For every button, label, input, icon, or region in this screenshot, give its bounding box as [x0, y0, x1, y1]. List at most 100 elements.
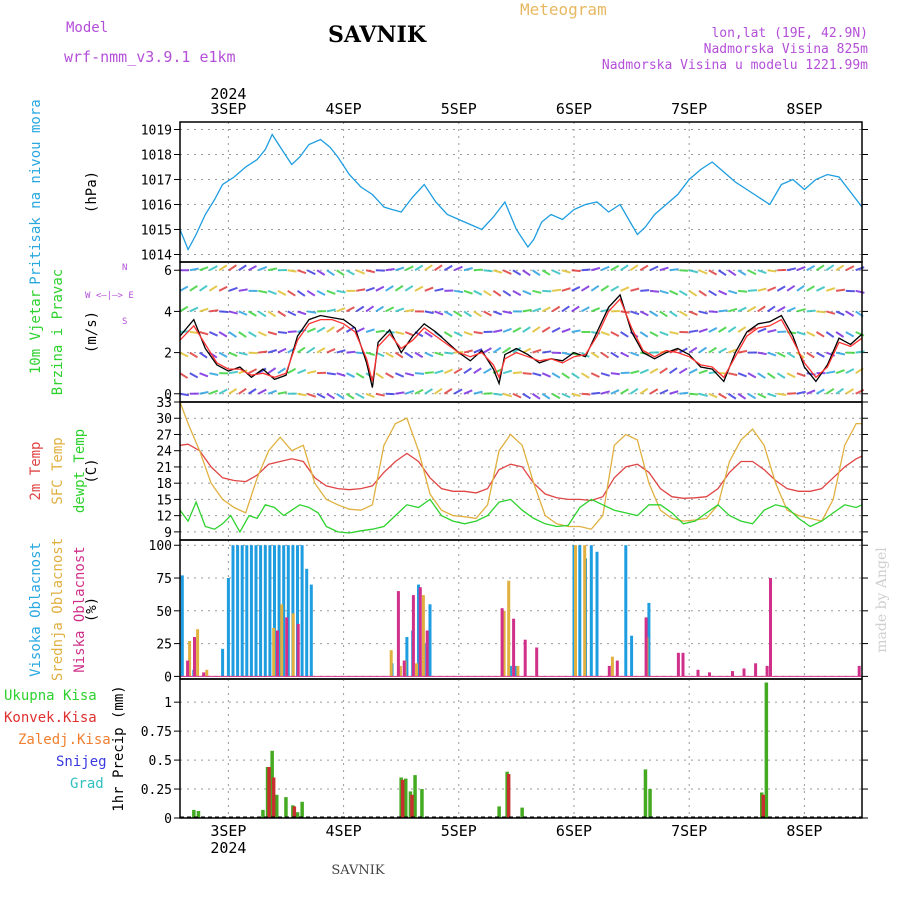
y-tick-label: 15	[156, 493, 172, 508]
bar-clouds-1	[196, 629, 200, 677]
bar-precip-0	[295, 812, 300, 818]
y-tick-label: 0	[164, 388, 172, 403]
wind-arrow	[806, 309, 816, 313]
wind-arrow	[659, 310, 668, 318]
wind-arrow	[531, 326, 541, 333]
wind-arrow	[737, 326, 747, 333]
wind-arrow	[395, 307, 405, 313]
bar-clouds-0	[291, 545, 295, 677]
bar-precip-0	[275, 794, 279, 818]
wind-arrow	[444, 351, 454, 355]
wind-arrow	[209, 389, 219, 395]
wind-arrow	[757, 372, 766, 379]
bar-clouds-0	[273, 545, 276, 677]
wind-arrow	[443, 310, 453, 317]
compass-n: N	[122, 263, 127, 273]
wind-arrow	[620, 286, 630, 292]
wind-arrow	[365, 392, 375, 398]
wind-arrow	[532, 307, 542, 313]
wind-arrow	[737, 306, 747, 313]
compass-we: W <—|—> E	[85, 291, 134, 301]
wind-arrow	[257, 266, 268, 272]
wind-arrow	[228, 388, 238, 395]
wind-arrow	[531, 269, 541, 277]
wind-arrow	[639, 368, 649, 375]
wind-arrow	[209, 309, 219, 313]
wind-arrow	[228, 331, 237, 338]
wind-arrow	[375, 329, 385, 333]
wind-arrow	[767, 328, 777, 333]
bar-clouds-0	[417, 584, 420, 677]
wind-arrow	[277, 331, 287, 334]
wind-arrow	[718, 289, 728, 296]
wind-arrow	[806, 351, 815, 359]
wind-arrow	[218, 388, 228, 395]
bar-clouds-1	[188, 641, 192, 677]
wind-arrow	[688, 269, 699, 274]
wind-arrow	[248, 331, 257, 338]
ylabel-wind-1: Brzina i Pravac	[50, 269, 66, 395]
wind-arrow	[199, 391, 209, 395]
wind-arrow	[267, 367, 277, 375]
wind-arrow	[786, 267, 797, 272]
wind-arrow	[228, 310, 238, 315]
bar-clouds-0	[259, 545, 263, 677]
wind-arrow	[698, 346, 707, 354]
y-tick-label: 1014	[141, 249, 172, 264]
bar-clouds-0	[300, 545, 304, 677]
y-tick-label: 1019	[141, 124, 172, 139]
ylabel-temperature-0: 2m Temp	[28, 441, 44, 500]
wind-arrow	[463, 331, 473, 336]
wind-arrow	[365, 351, 375, 356]
wind-arrow	[355, 305, 365, 313]
wind-arrow	[698, 392, 708, 398]
wind-arrow	[845, 368, 855, 375]
bar-clouds-1	[507, 580, 511, 677]
y-tick-label: 0.75	[141, 725, 172, 740]
wind-arrow	[316, 269, 326, 276]
bar-clouds-1	[280, 604, 284, 677]
wind-arrow	[336, 392, 345, 400]
wind-arrow	[541, 326, 551, 333]
wind-arrow	[649, 310, 659, 317]
wind-arrow	[345, 269, 355, 276]
wind-arrow	[434, 310, 444, 316]
wind-arrow	[502, 289, 512, 297]
wind-arrow	[326, 269, 335, 277]
y-tick-label: 1015	[141, 224, 172, 239]
wind-arrow	[199, 331, 209, 336]
wind-arrow	[326, 326, 335, 333]
wind-arrow	[434, 369, 444, 375]
wind-arrow	[766, 305, 776, 313]
wind-arrow	[669, 289, 679, 296]
wind-arrow	[355, 327, 365, 333]
wind-arrow	[688, 346, 698, 354]
wind-arrow	[277, 391, 287, 395]
wind-arrow	[590, 284, 600, 292]
wind-arrow	[708, 310, 718, 313]
wind-arrow	[502, 346, 512, 354]
wind-arrow	[189, 331, 199, 334]
y-tick-label: 0.25	[141, 783, 172, 798]
wind-arrow	[806, 331, 816, 337]
wind-arrow	[639, 264, 649, 272]
bar-clouds-2	[769, 578, 772, 677]
wind-arrow	[541, 372, 551, 378]
wind-arrow	[639, 387, 649, 395]
wind-arrow	[757, 305, 766, 313]
wind-arrow	[502, 392, 513, 398]
wind-arrow	[277, 289, 287, 296]
wind-arrow	[463, 367, 472, 375]
wind-arrow	[600, 265, 610, 272]
wind-arrow	[287, 289, 296, 297]
wind-arrow	[649, 289, 660, 293]
bar-clouds-1	[398, 665, 402, 677]
wind-arrow	[678, 289, 688, 297]
bar-clouds-2	[708, 672, 711, 677]
wind-arrow	[551, 392, 561, 400]
bar-clouds-2	[193, 637, 196, 677]
wind-arrow	[610, 351, 620, 359]
wind-arrow	[395, 266, 405, 272]
wind-arrow	[434, 387, 443, 395]
elevation-info: Nadmorska Visina 825m	[703, 42, 868, 57]
